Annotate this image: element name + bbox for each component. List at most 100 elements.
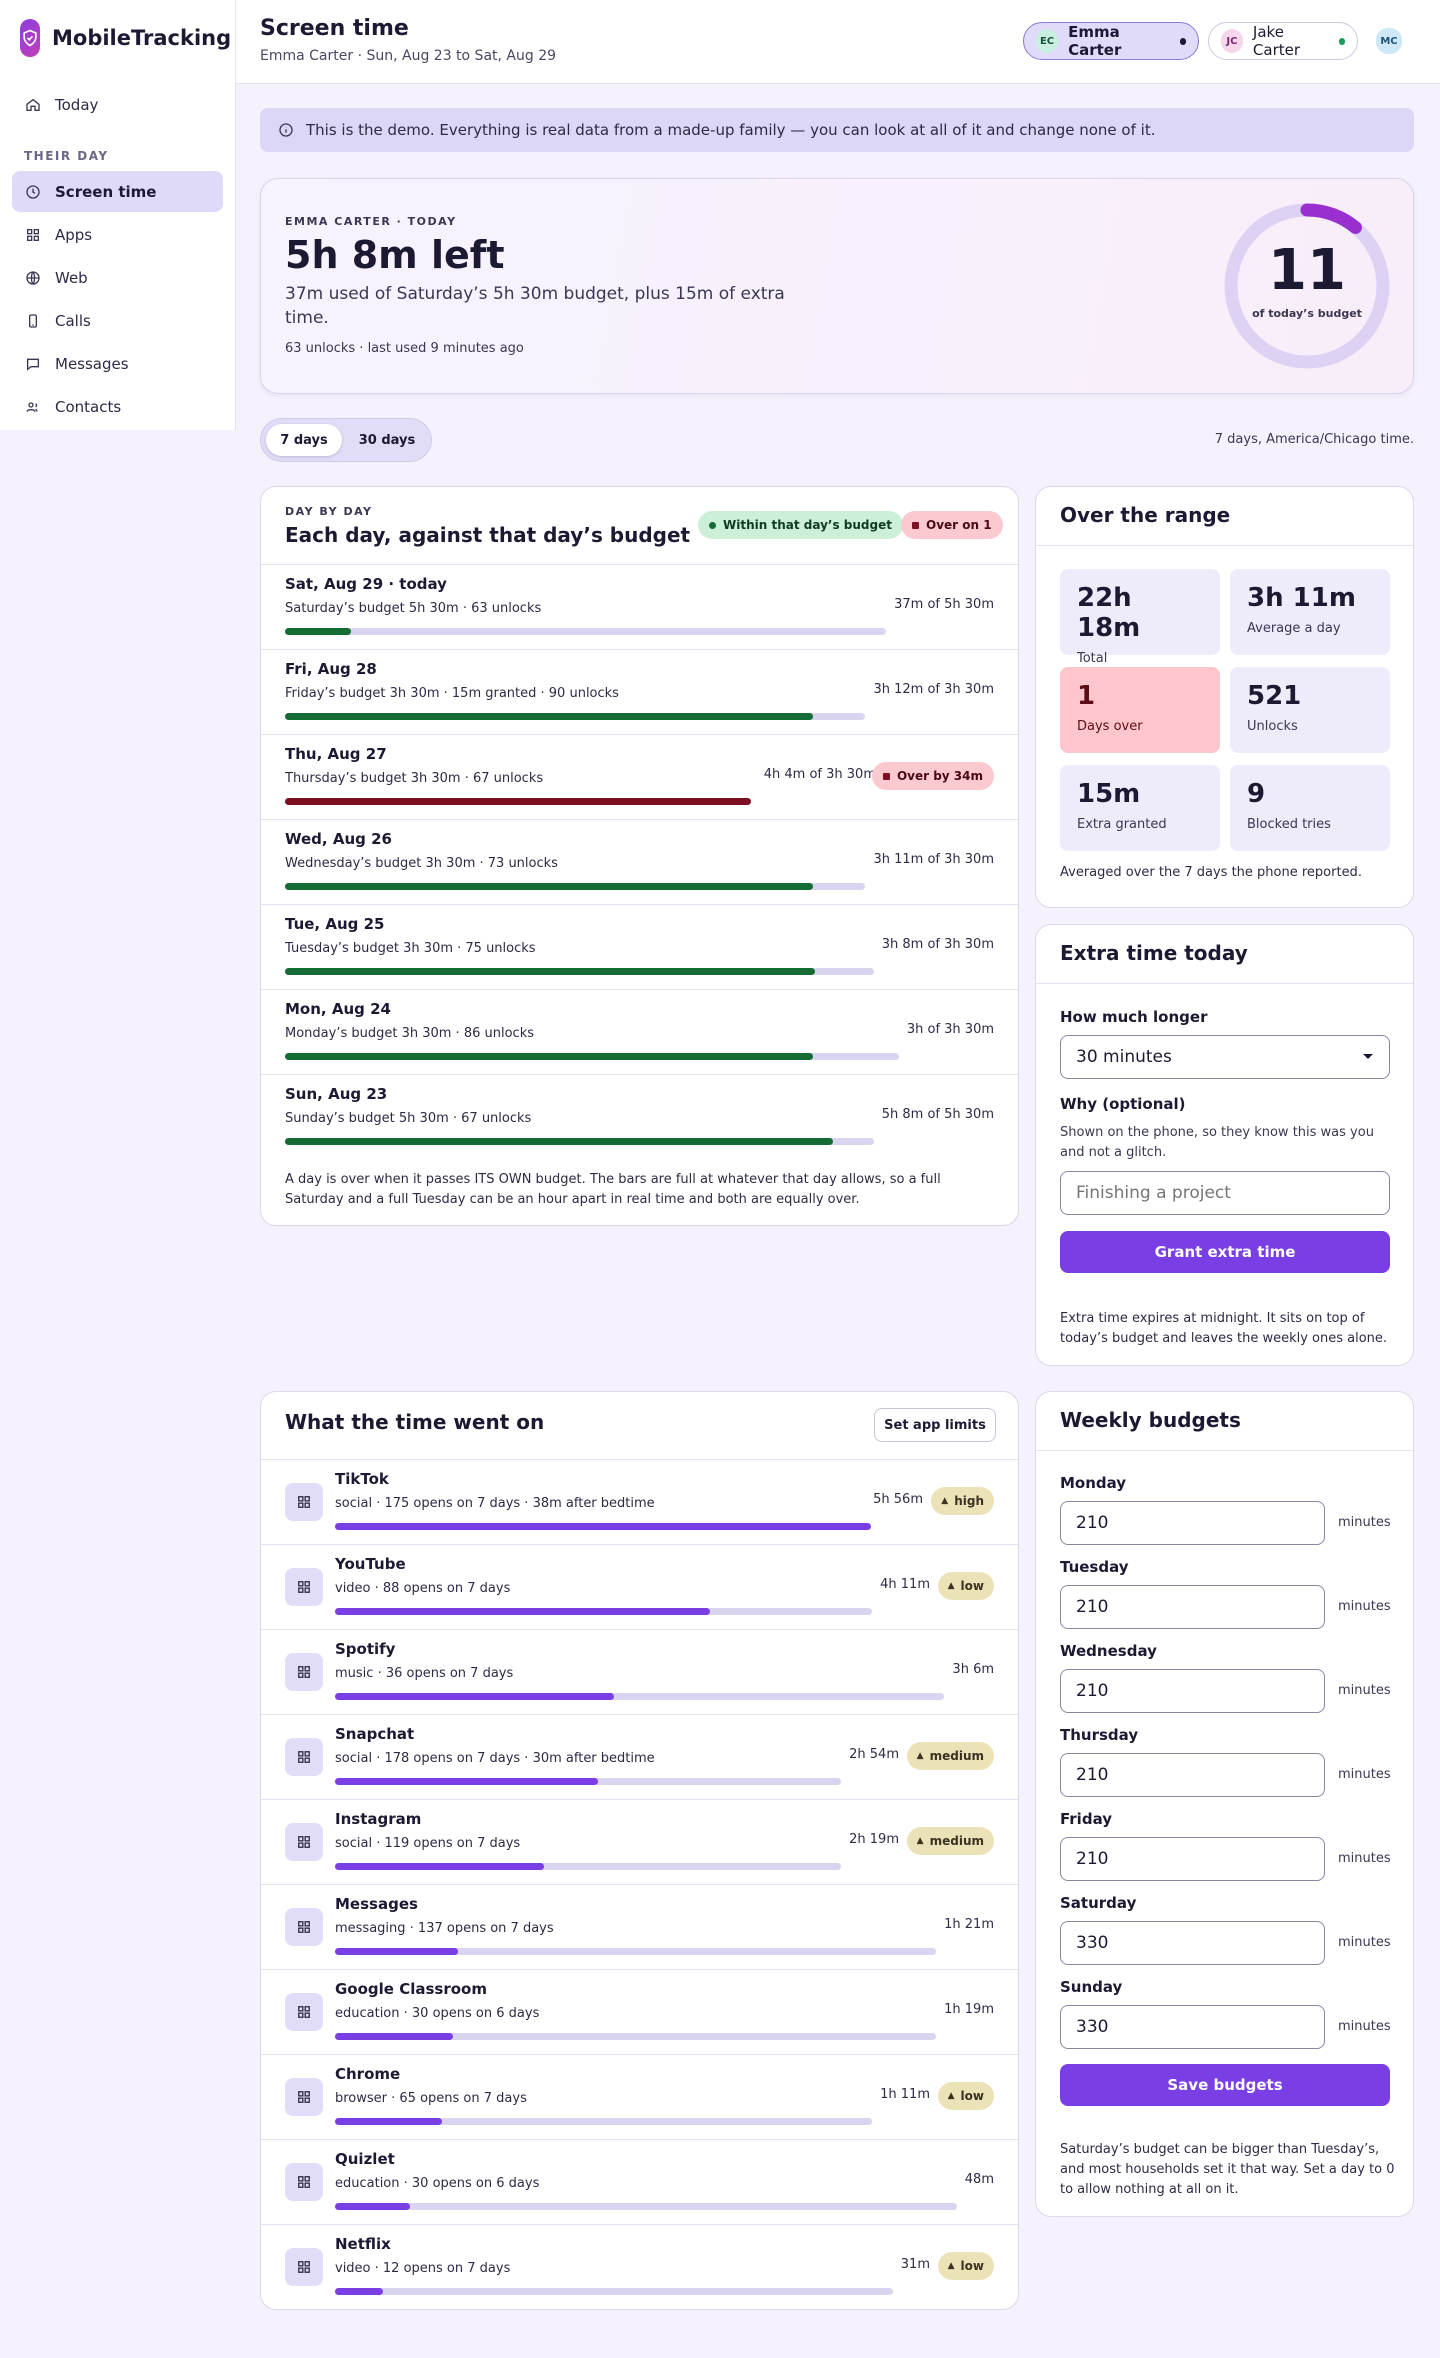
risk-badge: ▲ medium — [906, 1742, 994, 1770]
hero-headline: 5h 8m left — [285, 233, 505, 277]
app-icon — [285, 2078, 323, 2116]
stat-days-over: 1 Days over — [1060, 667, 1220, 753]
day-subtitle: Sunday’s budget 5h 30m · 67 unlocks — [285, 1111, 532, 1126]
day-bar-track — [285, 883, 865, 890]
app-row[interactable]: Chrome browser · 65 opens on 7 days 1h 11m… — [261, 2054, 1018, 2139]
page-title: Screen time — [260, 16, 409, 41]
risk-badge: ▲ medium — [906, 1827, 994, 1855]
app-subtitle: social · 119 opens on 7 days — [335, 1836, 521, 1851]
nav-today[interactable]: Today — [12, 84, 223, 125]
app-subtitle: social · 178 opens on 7 days · 30m after… — [335, 1751, 655, 1766]
app-row[interactable]: Instagram social · 119 opens on 7 days 2h … — [261, 1799, 1018, 1884]
day-row: Fri, Aug 28 Friday’s budget 3h 30m · 15m … — [261, 649, 1018, 734]
app-row[interactable]: Snapchat social · 178 opens on 7 days · 3… — [261, 1714, 1018, 1799]
sidebar-item-screen-time[interactable]: Screen time — [12, 171, 223, 212]
kid-switch-emma[interactable]: EC Emma Carter — [1023, 22, 1199, 60]
app-row[interactable]: Google Classroom education · 30 opens on … — [261, 1969, 1018, 2054]
minutes-unit: minutes — [1338, 2019, 1391, 2034]
range-toggle: 7 days 30 days — [260, 418, 432, 462]
why-input[interactable] — [1060, 1171, 1390, 1215]
grant-extra-time-button[interactable]: Grant extra time — [1060, 1231, 1390, 1273]
day-title: Thu, Aug 27 — [285, 745, 387, 763]
app-row[interactable]: TikTok social · 175 opens on 7 days · 38m… — [261, 1459, 1018, 1544]
weekly-budgets-card: Weekly budgets Monday minutes Tuesday minut… — [1035, 1391, 1414, 2217]
stat-value: 9 — [1247, 779, 1266, 809]
risk-badge: ▲ low — [937, 2252, 994, 2280]
app-time: 31m — [900, 2257, 930, 2272]
budget-input-friday[interactable] — [1060, 1837, 1325, 1881]
globe-icon — [25, 270, 41, 286]
budget-input-tuesday[interactable] — [1060, 1585, 1325, 1629]
app-bar-fill — [335, 1608, 711, 1615]
day-row: Thu, Aug 27 Thursday’s budget 3h 30m · 67… — [261, 734, 1018, 819]
budget-input-saturday[interactable] — [1060, 1921, 1325, 1965]
app-bar-track — [335, 2203, 957, 2210]
app-name: Snapchat — [335, 1725, 415, 1743]
nav-list: Screen time Apps Web Calls Messages Contacts — [0, 171, 235, 427]
caret-down-icon — [1363, 1054, 1373, 1059]
app-row[interactable]: Spotify music · 36 opens on 7 days 3h 6m — [261, 1629, 1018, 1714]
kid-switch-mc[interactable]: MC — [1372, 22, 1406, 60]
day-bar-fill — [285, 713, 813, 720]
kid-switch-jake[interactable]: JC Jake Carter — [1208, 22, 1358, 60]
app-name: Messages — [335, 1895, 418, 1913]
clock-icon — [25, 184, 41, 200]
day-bar-track — [285, 628, 886, 635]
budget-input-monday[interactable] — [1060, 1501, 1325, 1545]
day-title: Fri, Aug 28 — [285, 660, 377, 678]
sidebar-item-web[interactable]: Web — [12, 257, 223, 298]
app-subtitle: video · 88 opens on 7 days — [335, 1581, 511, 1596]
app-bar-track — [335, 2033, 936, 2040]
day-bar-track — [285, 1138, 874, 1145]
over-dot — [882, 772, 890, 780]
message-icon — [25, 356, 41, 372]
set-app-limits-button[interactable]: Set app limits — [874, 1408, 996, 1442]
sidebar-item-apps[interactable]: Apps — [12, 214, 223, 255]
sidebar-item-calls[interactable]: Calls — [12, 300, 223, 341]
budget-input-wednesday[interactable] — [1060, 1669, 1325, 1713]
app-bar-track — [335, 1693, 944, 1700]
risk-badge: ▲ high — [931, 1487, 994, 1515]
app-bar-fill — [335, 2203, 411, 2210]
app-row[interactable]: Quizlet education · 30 opens on 6 days 48m — [261, 2139, 1018, 2224]
app-row[interactable]: Messages messaging · 137 opens on 7 days 1… — [261, 1884, 1018, 1969]
contacts-icon — [25, 399, 41, 415]
app-name: Chrome — [335, 2065, 401, 2083]
avatar: EC — [1036, 29, 1059, 53]
day-subtitle: Friday’s budget 3h 30m · 15m granted · 9… — [285, 686, 619, 701]
day-bar-track — [285, 1053, 899, 1060]
app-subtitle: browser · 65 opens on 7 days — [335, 2091, 527, 2106]
budget-input-sunday[interactable] — [1060, 2005, 1325, 2049]
budget-input-thursday[interactable] — [1060, 1753, 1325, 1797]
legend-within-label: Within that day’s budget — [723, 518, 892, 532]
sidebar-item-label: Contacts — [55, 397, 122, 416]
save-budgets-button[interactable]: Save budgets — [1060, 2064, 1390, 2106]
day-by-day-card: DAY BY DAY Each day, against that day’s … — [260, 486, 1019, 1226]
app-name: Google Classroom — [335, 1980, 487, 1998]
app-row[interactable]: Netflix video · 12 opens on 7 days 31m ▲ low — [261, 2224, 1018, 2309]
divider — [1036, 1450, 1413, 1451]
app-name: Instagram — [335, 1810, 422, 1828]
day-bar-fill — [285, 628, 352, 635]
why-help: Shown on the phone, so they know this wa… — [1060, 1125, 1374, 1160]
risk-label: high — [954, 1494, 984, 1508]
app-bar-fill — [335, 1778, 598, 1785]
how-long-select[interactable]: 30 minutes — [1060, 1035, 1390, 1079]
app-bar-track — [335, 1523, 871, 1530]
extra-time-title: Extra time today — [1060, 941, 1248, 965]
sidebar-item-label: Messages — [55, 354, 129, 373]
legend-over-dot — [912, 521, 919, 529]
stat-value: 521 — [1247, 681, 1302, 711]
range-7-days[interactable]: 7 days — [266, 424, 342, 456]
app-row[interactable]: YouTube video · 88 opens on 7 days 4h 11m ▲… — [261, 1544, 1018, 1629]
sidebar-item-messages[interactable]: Messages — [12, 343, 223, 384]
app-icon — [285, 1653, 323, 1691]
app-name: Quizlet — [335, 2150, 395, 2168]
sidebar-item-contacts[interactable]: Contacts — [12, 386, 223, 427]
sidebar-item-label: Screen time — [55, 182, 157, 201]
day-bar-track — [285, 713, 865, 720]
sidebar-item-label: Apps — [55, 225, 93, 244]
risk-label: medium — [929, 1834, 984, 1848]
minutes-unit: minutes — [1338, 1851, 1391, 1866]
range-30-days[interactable]: 30 days — [358, 432, 416, 448]
